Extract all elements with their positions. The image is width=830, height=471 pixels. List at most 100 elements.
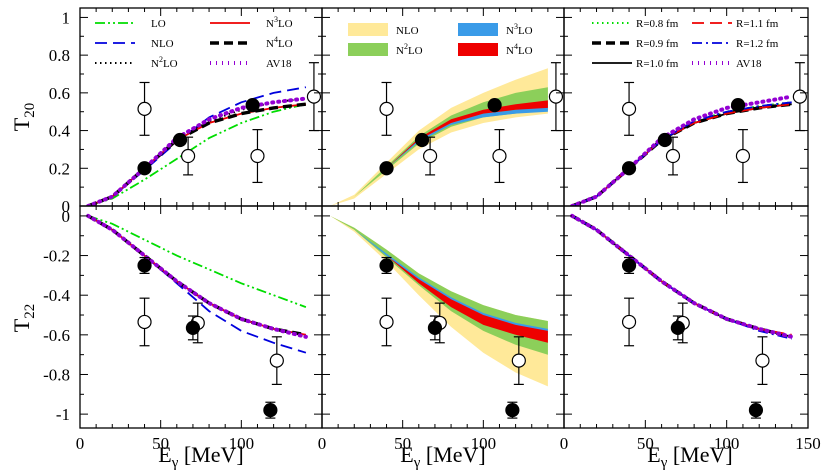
legend-1-n3lo-swatch: [458, 23, 498, 36]
legend-1-n3lo-label: N3LO: [506, 22, 533, 37]
filled-point-t22-c1-2: [505, 403, 520, 418]
legend-2-r-0-9-fm-label-main: R=0.9 fm: [636, 38, 679, 50]
legend-0-nlo-label: NLO: [151, 38, 174, 50]
x-tick-label: 100: [471, 434, 497, 453]
legend-0-n2lo-label-sup: 2: [159, 55, 163, 64]
legend-2-r-0-9-fm-label: R=0.9 fm: [636, 38, 679, 50]
filled-point-t20-c0-2: [245, 98, 260, 113]
y-tick-label-bottom: -0.8: [43, 365, 70, 384]
legend-2-av18-label-main: AV18: [736, 58, 762, 70]
open-point-t22-c0-2: [269, 353, 284, 368]
legend-0-n2lo-label: N2LO: [151, 55, 178, 70]
y-tick-label-bottom: -0.4: [43, 286, 70, 305]
x-title-1: Eγ [MeV]: [158, 442, 243, 471]
filled-point-t20-c1-1: [414, 132, 430, 148]
series-line-av18-panel-0: [86, 96, 308, 206]
x-title-3-sub: γ: [660, 455, 668, 471]
filled-point-t20-c2-2: [730, 98, 746, 113]
filled-point-t22-c0-0: [137, 258, 152, 273]
y-tick-label-bottom: 0: [62, 207, 71, 226]
open-point-t20-c0-2: [250, 148, 265, 164]
open-point-t20-c2-0: [621, 101, 637, 116]
open-point-t20-c1-1: [422, 148, 438, 164]
legend-2-r-1-1-fm-label: R=1.1 fm: [736, 18, 779, 30]
legend-0-lo-label: LO: [151, 18, 166, 30]
y-tick-label-top: 1: [62, 8, 71, 27]
open-point-t22-c2-0: [621, 314, 637, 330]
band-n2lo-panel-1: [330, 87, 548, 206]
open-point-t20-c2-1: [665, 148, 681, 164]
series-line-r-1-1-fm-panel-2: [571, 103, 792, 206]
legend-0-n4lo-label: N4LO: [266, 35, 293, 50]
x-tick-label-boundary: 0: [318, 434, 327, 453]
y-tick-label-bottom: -0.6: [43, 326, 70, 345]
filled-point-t20-c1-0: [379, 161, 394, 176]
x-tick-label: 100: [229, 434, 255, 453]
filled-point-t22-c2-1: [670, 320, 685, 336]
y-tick-label-top: 0.8: [49, 46, 70, 65]
y-tick-label-top: 0.4: [49, 122, 71, 141]
legend-0-n3lo-label: N3LO: [266, 15, 293, 30]
legend-1-nlo-label: NLO: [396, 25, 419, 37]
filled-point-t22-c0-2: [263, 403, 278, 418]
y-tick-label-bottom: -1: [56, 405, 70, 424]
x-tick-label: 50: [152, 434, 169, 453]
open-point-t20-c0-0: [137, 101, 152, 116]
series-line-nlo-panel-3: [87, 215, 307, 354]
legend-1-n2lo-label-tail: LO: [408, 45, 423, 57]
legend-1-n2lo-label-sup: 2: [404, 42, 408, 51]
frame-layer: 0 0.2 0.4 0.6 0.8 1 0 -0.2 -0.4 -0.6 -0.8 -1 0 50 100 5…: [43, 7, 821, 453]
open-point-t20-c0-1: [180, 148, 196, 164]
panel-r1-c2-frame: [563, 205, 809, 429]
x-title-1-sub: γ: [171, 455, 179, 471]
open-point-t20-c1-0: [379, 101, 394, 116]
legend-1-n2lo-swatch: [348, 43, 388, 56]
legend-2-r-1-0-fm-label: R=1.0 fm: [636, 58, 679, 70]
series-line-n4lo-panel-0: [87, 102, 307, 206]
open-point-t20-c2-3: [792, 89, 807, 104]
legend-2-r-0-8-fm-label: R=0.8 fm: [636, 18, 679, 30]
filled-point-t20-c0-0: [137, 161, 152, 176]
filled-point-t20-c1-2: [487, 98, 502, 113]
y-tick-label-top: 0.6: [49, 84, 70, 103]
filled-point-t22-c0-1: [185, 320, 201, 336]
open-point-t20-c2-2: [735, 148, 751, 164]
y-title-bottom: T22: [9, 304, 38, 332]
legend-1-n2lo-label-main: N: [396, 45, 404, 57]
open-point-t22-c0-0: [137, 314, 152, 330]
legend-0-av18-label: AV18: [266, 58, 292, 70]
legend-1-n4lo-label: N4LO: [506, 42, 533, 57]
x-title-2-main: E: [400, 442, 413, 467]
legend-2-av18-label: AV18: [736, 58, 762, 70]
legend-0-lo-label-main: LO: [151, 18, 166, 30]
open-point-t20-c0-3: [306, 89, 322, 104]
x-tick-label: 100: [714, 434, 740, 453]
legend-0-n3lo-label-sup: 3: [274, 15, 278, 24]
x-tick-label: 50: [394, 434, 411, 453]
legend-1-nlo-label-main: NLO: [396, 25, 419, 37]
legend-2-r-1-2-fm-label-main: R=1.2 fm: [736, 38, 779, 50]
bands-layer: [330, 68, 548, 387]
legend-0-n3lo-label-main: N: [266, 18, 274, 30]
filled-point-t20-c0-1: [172, 132, 188, 148]
band-nlo-panel-1: [330, 68, 548, 206]
points-layer: [137, 62, 807, 419]
y-tick-label-bottom: -0.2: [43, 247, 70, 266]
legend-0-av18-label-main: AV18: [266, 58, 292, 70]
filled-point-t22-c2-2: [748, 403, 764, 418]
legend-2-r-1-0-fm-label-main: R=1.0 fm: [636, 58, 679, 70]
legend-0-nlo-label-main: NLO: [151, 38, 174, 50]
legend-1-n3lo-label-sup: 3: [514, 22, 518, 31]
x-title-3-main: E: [647, 442, 660, 467]
legend-0-n4lo-label-sup: 4: [274, 35, 278, 44]
open-point-t20-c1-3: [548, 89, 564, 104]
y-title-bottom-main: T: [9, 318, 34, 332]
y-tick-label-top: 0.2: [49, 159, 70, 178]
y-title-top: T20: [9, 103, 38, 131]
legend-1-n4lo-label-tail: LO: [518, 45, 533, 57]
series-line-av18-panel-3: [86, 213, 308, 339]
x-tick-label: 50: [637, 434, 654, 453]
open-point-t22-c1-2: [511, 353, 526, 368]
x-title-2: Eγ [MeV]: [400, 442, 485, 471]
